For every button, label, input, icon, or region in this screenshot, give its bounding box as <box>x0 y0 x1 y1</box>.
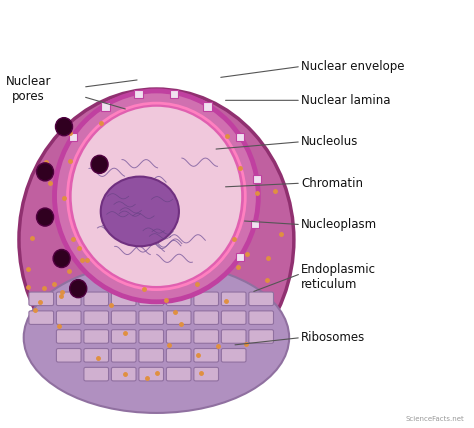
Ellipse shape <box>91 155 108 173</box>
FancyBboxPatch shape <box>84 311 109 324</box>
FancyBboxPatch shape <box>166 330 191 343</box>
FancyBboxPatch shape <box>194 292 219 306</box>
Ellipse shape <box>70 105 243 288</box>
FancyBboxPatch shape <box>111 311 136 324</box>
FancyBboxPatch shape <box>56 330 81 343</box>
FancyBboxPatch shape <box>166 348 191 362</box>
Ellipse shape <box>19 89 294 390</box>
Bar <box>135 90 143 98</box>
Bar <box>203 102 211 110</box>
FancyBboxPatch shape <box>84 367 109 381</box>
Bar <box>236 253 244 262</box>
Bar <box>69 133 77 141</box>
Ellipse shape <box>55 91 258 302</box>
Text: ScienceFacts.net: ScienceFacts.net <box>406 416 465 422</box>
Ellipse shape <box>55 118 73 136</box>
Text: Endoplasmic
reticulum: Endoplasmic reticulum <box>301 263 376 291</box>
FancyBboxPatch shape <box>221 311 246 324</box>
FancyBboxPatch shape <box>56 292 81 306</box>
FancyBboxPatch shape <box>166 311 191 324</box>
Bar <box>253 175 261 183</box>
Text: Nuclear
pores: Nuclear pores <box>6 75 51 103</box>
FancyBboxPatch shape <box>111 330 136 343</box>
Ellipse shape <box>70 279 87 298</box>
FancyBboxPatch shape <box>139 330 164 343</box>
FancyBboxPatch shape <box>56 311 81 324</box>
FancyBboxPatch shape <box>139 367 164 381</box>
FancyBboxPatch shape <box>139 292 164 306</box>
FancyBboxPatch shape <box>194 311 219 324</box>
Bar <box>170 90 178 98</box>
FancyBboxPatch shape <box>194 330 219 343</box>
Ellipse shape <box>36 163 54 181</box>
Text: Nuclear envelope: Nuclear envelope <box>301 60 404 73</box>
FancyBboxPatch shape <box>166 367 191 381</box>
Ellipse shape <box>36 208 54 226</box>
Ellipse shape <box>53 250 70 268</box>
FancyBboxPatch shape <box>249 330 273 343</box>
FancyBboxPatch shape <box>194 348 219 362</box>
Ellipse shape <box>24 262 289 413</box>
FancyBboxPatch shape <box>249 292 273 306</box>
Text: Nucleus: Nucleus <box>150 7 324 45</box>
Bar <box>251 220 259 229</box>
FancyBboxPatch shape <box>221 330 246 343</box>
FancyBboxPatch shape <box>221 292 246 306</box>
Bar <box>101 102 110 110</box>
FancyBboxPatch shape <box>194 367 219 381</box>
FancyBboxPatch shape <box>56 348 81 362</box>
FancyBboxPatch shape <box>139 311 164 324</box>
FancyBboxPatch shape <box>166 292 191 306</box>
FancyBboxPatch shape <box>29 311 54 324</box>
FancyBboxPatch shape <box>29 292 54 306</box>
Text: Nuclear lamina: Nuclear lamina <box>301 94 391 107</box>
Ellipse shape <box>100 177 179 246</box>
FancyBboxPatch shape <box>111 292 136 306</box>
Text: Ribosomes: Ribosomes <box>301 331 365 344</box>
Text: Nucleoplasm: Nucleoplasm <box>301 218 377 231</box>
FancyBboxPatch shape <box>111 367 136 381</box>
Text: Nucleolus: Nucleolus <box>301 135 358 148</box>
FancyBboxPatch shape <box>84 330 109 343</box>
Text: Chromatin: Chromatin <box>301 177 363 190</box>
FancyBboxPatch shape <box>249 311 273 324</box>
FancyBboxPatch shape <box>111 348 136 362</box>
FancyBboxPatch shape <box>139 348 164 362</box>
Bar <box>236 133 244 141</box>
FancyBboxPatch shape <box>221 348 246 362</box>
FancyBboxPatch shape <box>84 292 109 306</box>
FancyBboxPatch shape <box>84 348 109 362</box>
